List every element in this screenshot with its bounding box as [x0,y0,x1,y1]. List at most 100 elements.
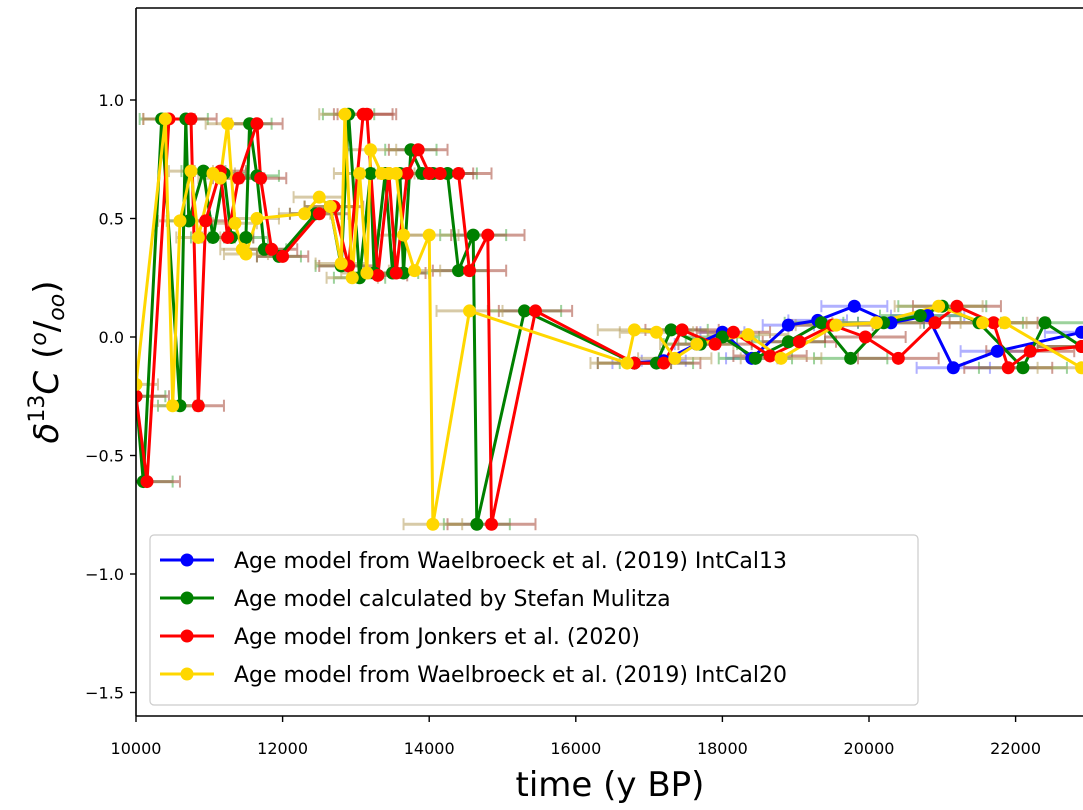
data-point [998,316,1011,329]
data-point [1038,316,1051,329]
y-label-close-paren: ) [27,281,67,294]
data-point [426,518,439,531]
data-point [844,352,857,365]
y-label-slash: / [27,320,67,332]
data-point [313,207,326,220]
data-point [232,172,245,185]
data-point [676,323,689,336]
data-point [335,257,348,270]
data-point [276,250,289,263]
data-point [892,352,905,365]
data-point [353,167,366,180]
data-point [324,200,337,213]
data-point [709,338,722,351]
y-tick-label: −0.5 [85,447,124,466]
legend-entry: Age model from Waelbroeck et al. (2019) … [160,549,787,574]
legend-label: Age model from Jonkers et al. (2020) [234,625,640,650]
data-point [250,117,263,130]
legend-label: Age model from Waelbroeck et al. (2019) … [234,549,787,574]
data-point [815,316,828,329]
data-point [199,214,212,227]
x-tick-label: 22000 [990,739,1041,758]
data-point [265,243,278,256]
data-point [529,304,542,317]
y-label-open-paren: ( [27,346,67,359]
data-point [192,399,205,412]
data-point [397,229,410,242]
data-point [749,352,762,365]
data-point [764,349,777,362]
data-point [1002,361,1015,374]
legend-entry: Age model from Waelbroeck et al. (2019) … [160,663,787,688]
data-point [298,207,311,220]
legend-swatch-marker [181,668,194,681]
x-axis-label: time (y BP) [516,765,705,805]
legend-swatch-marker [181,630,194,643]
x-tick-label: 20000 [844,739,895,758]
data-point [859,331,872,344]
data-point [991,345,1004,358]
data-point [782,319,795,332]
data-point [793,335,806,348]
data-point [192,231,205,244]
y-label-delta: δ [27,423,67,444]
data-point [239,231,252,244]
y-tick-label: 0.0 [99,328,124,347]
legend-swatch-marker [181,592,194,605]
y-label-numerator: o [27,332,52,345]
data-point [221,117,234,130]
x-tick-label: 16000 [550,739,601,758]
y-label-superscript: 13 [25,395,50,423]
data-point [848,300,861,313]
data-point [390,167,403,180]
data-point [221,231,234,244]
y-tick-label: 1.0 [99,91,124,110]
data-point [184,112,197,125]
data-point [408,264,421,277]
data-point [668,352,681,365]
x-tick-label: 14000 [404,739,455,758]
data-point [1024,345,1037,358]
data-point [742,328,755,341]
data-point [463,264,476,277]
data-point [463,304,476,317]
data-point [690,338,703,351]
data-point [228,217,241,230]
data-point [870,316,883,329]
data-point [932,300,945,313]
data-point [434,167,447,180]
x-tick-label: 10000 [111,739,162,758]
data-point [360,108,373,121]
data-point [250,212,263,225]
data-point [159,112,172,125]
y-label-denominator: oo [45,294,70,321]
data-point [727,326,740,339]
data-point [950,300,963,313]
x-tick-label: 18000 [697,739,748,758]
data-point [206,231,219,244]
y-tick-label: −1.0 [85,565,124,584]
data-point [481,229,494,242]
legend-label: Age model from Waelbroeck et al. (2019) … [234,663,787,688]
data-point [452,167,465,180]
legend: Age model from Waelbroeck et al. (2019) … [150,535,918,705]
data-point [214,172,227,185]
data-point [254,172,267,185]
legend-swatch-marker [181,554,194,567]
data-point [1016,361,1029,374]
data-point [239,248,252,261]
data-point [628,323,641,336]
data-point [470,518,483,531]
data-point [184,165,197,178]
data-point [140,475,153,488]
y-tick-label: 0.5 [99,210,124,229]
data-point [338,108,351,121]
y-axis-label: δ13C (o/oo) [25,281,70,444]
data-point [650,326,663,339]
y-label-carbon: C [27,371,67,395]
data-point [830,319,843,332]
data-point [360,267,373,280]
